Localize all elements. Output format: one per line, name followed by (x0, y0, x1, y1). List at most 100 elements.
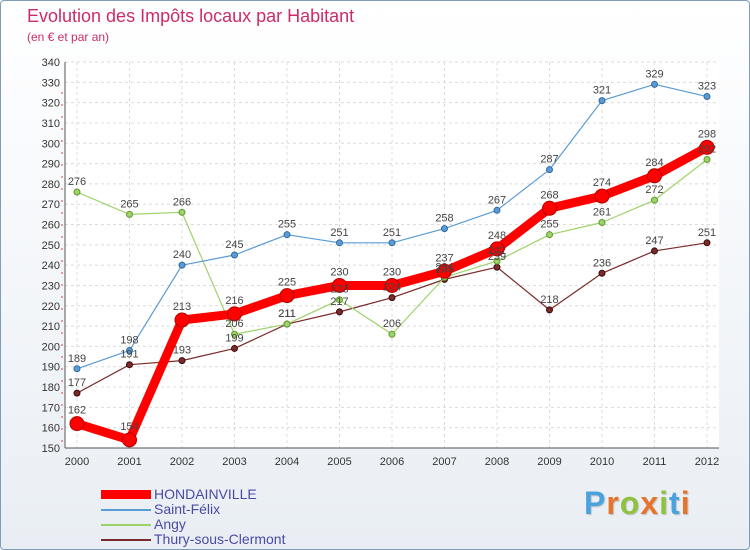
y-tick-label: 250 (42, 240, 60, 252)
data-point (437, 263, 452, 279)
data-label: 251 (698, 227, 716, 239)
data-label: 193 (173, 345, 191, 357)
x-tick-label: 2000 (65, 456, 89, 468)
data-label: 225 (278, 277, 296, 289)
y-tick-label: 230 (42, 280, 60, 292)
logo-letter: i (680, 485, 691, 521)
data-label: 292 (698, 144, 716, 156)
data-label: 224 (383, 282, 401, 294)
data-point (493, 263, 501, 271)
legend-swatch (101, 490, 151, 499)
y-tick-label: 280 (42, 179, 60, 191)
data-point (594, 188, 610, 204)
data-label: 247 (645, 235, 663, 247)
data-label: 230 (383, 266, 401, 278)
y-tick-label: 340 (42, 57, 60, 69)
data-label: 213 (173, 301, 191, 313)
data-point (122, 432, 137, 448)
data-point (283, 320, 291, 328)
data-label: 242 (488, 245, 506, 257)
logo-letter: o (619, 485, 641, 521)
legend-label: HONDAINVILLE (154, 486, 257, 502)
data-label: 245 (225, 239, 243, 251)
x-tick-label: 2004 (275, 456, 299, 468)
data-label: 272 (645, 184, 663, 196)
data-label: 258 (435, 213, 453, 225)
data-point (73, 365, 81, 373)
data-label: 267 (488, 194, 506, 206)
logo-letter: P (584, 485, 607, 521)
data-label: 154 (120, 421, 138, 433)
data-point (231, 330, 238, 338)
legend: HONDAINVILLE Saint-Félix Angy Thury-sous-Cl… (101, 487, 285, 547)
y-tick-label: 240 (42, 260, 60, 272)
legend-label: Angy (154, 516, 186, 532)
data-label: 323 (698, 81, 716, 93)
data-point (178, 261, 186, 269)
y-tick-label: 190 (42, 362, 60, 374)
x-tick-label: 2001 (117, 456, 141, 468)
y-tick-label: 320 (42, 98, 60, 110)
data-label: 287 (540, 154, 558, 166)
gridlines (65, 61, 719, 449)
data-label: 248 (488, 230, 506, 242)
data-point (489, 241, 505, 257)
data-label: 321 (593, 85, 611, 97)
data-label: 298 (698, 128, 716, 140)
data-label: 211 (278, 308, 296, 320)
y-tick-label: 290 (42, 159, 60, 171)
legend-item: Saint-Félix (101, 502, 285, 517)
chart-subtitle: (en € et par an) (27, 30, 110, 44)
data-point (703, 239, 711, 247)
legend-swatch (101, 538, 151, 541)
data-point (388, 294, 396, 302)
x-tick-label: 2009 (537, 456, 561, 468)
axes: 150 160 170 180 190 200 210 220 230 240 250 260 270 2… (42, 57, 720, 468)
data-point (227, 306, 242, 322)
data-point (336, 308, 343, 316)
data-point (651, 247, 658, 255)
data-point (493, 206, 501, 214)
data-label: 198 (120, 334, 138, 346)
data-point (542, 200, 557, 216)
x-tick-label: 2003 (222, 456, 246, 468)
data-point (546, 231, 553, 239)
y-tick-label: 310 (42, 118, 60, 130)
data-point (703, 156, 711, 164)
data-label: 233 (435, 263, 453, 275)
logo-letter: r (606, 485, 620, 521)
data-point (126, 210, 133, 218)
data-point (647, 168, 662, 184)
data-point (651, 80, 658, 88)
data-label: 274 (593, 177, 611, 189)
y-tick-label: 260 (42, 220, 60, 232)
data-label: 223 (330, 284, 348, 296)
data-label: 237 (435, 252, 453, 264)
series-layer (69, 80, 715, 448)
data-label: 276 (68, 176, 86, 188)
data-point (546, 166, 553, 174)
legend-swatch (101, 508, 151, 511)
data-point (126, 361, 133, 369)
proxiti-logo: Proxiti (584, 485, 691, 522)
legend-label: Saint-Félix (154, 501, 221, 517)
y-tick-label: 330 (42, 77, 60, 89)
data-point (699, 139, 715, 155)
data-label: 265 (120, 198, 138, 210)
data-point (126, 346, 133, 354)
data-point (279, 288, 295, 304)
data-point (703, 93, 711, 101)
data-label: 240 (173, 249, 191, 261)
x-tick-label: 2010 (590, 456, 614, 468)
data-point (178, 357, 186, 365)
x-tick-label: 2002 (170, 456, 194, 468)
data-point (231, 344, 238, 352)
data-label: 266 (173, 196, 191, 208)
data-point (73, 389, 81, 397)
data-label: 216 (225, 295, 243, 307)
data-label: 191 (120, 349, 138, 361)
data-label: 261 (593, 206, 611, 218)
y-tick-label: 200 (42, 341, 60, 353)
data-point (69, 416, 85, 432)
